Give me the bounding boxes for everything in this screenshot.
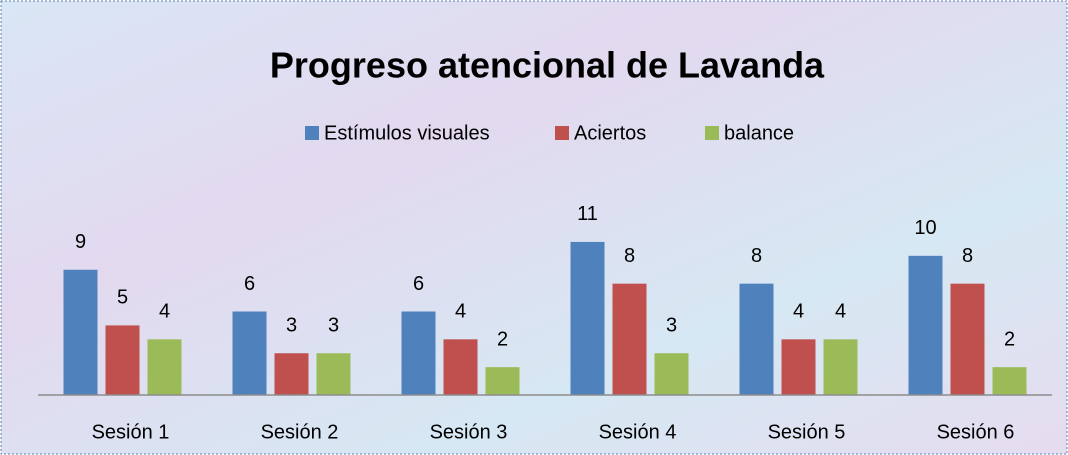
data-label: 4 xyxy=(455,301,466,323)
x-tick-label: Sesión 5 xyxy=(768,421,846,443)
data-label: 6 xyxy=(413,273,424,295)
data-label: 8 xyxy=(962,245,973,267)
data-label: 2 xyxy=(497,328,508,350)
x-tick-label: Sesión 4 xyxy=(599,421,677,443)
data-label: 6 xyxy=(244,273,255,295)
data-label: 4 xyxy=(835,301,846,323)
bar xyxy=(485,367,520,395)
bar xyxy=(823,339,858,395)
bar xyxy=(274,353,309,395)
x-tick-label: Sesión 6 xyxy=(937,421,1015,443)
x-tick-label: Sesión 1 xyxy=(92,421,170,443)
data-label: 4 xyxy=(793,301,804,323)
data-label: 8 xyxy=(751,245,762,267)
legend-swatch xyxy=(705,126,719,140)
bar xyxy=(147,339,182,395)
legend-label: balance xyxy=(724,122,794,144)
bar xyxy=(612,283,647,395)
bar xyxy=(950,283,985,395)
x-tick-label: Sesión 2 xyxy=(261,421,339,443)
data-label: 10 xyxy=(914,217,936,239)
data-label: 8 xyxy=(624,245,635,267)
data-label: 3 xyxy=(328,315,339,337)
bar xyxy=(63,269,98,395)
data-label: 3 xyxy=(666,315,677,337)
data-label: 3 xyxy=(286,315,297,337)
bar xyxy=(739,283,774,395)
data-label: 5 xyxy=(117,287,128,309)
bar xyxy=(316,353,351,395)
chart-title: Progreso atencional de Lavanda xyxy=(270,45,825,86)
data-label: 11 xyxy=(577,203,598,225)
data-label: 9 xyxy=(75,231,86,253)
data-label: 4 xyxy=(159,301,170,323)
bar xyxy=(232,311,267,395)
bar xyxy=(654,353,689,395)
bar xyxy=(105,325,140,395)
bar xyxy=(443,339,478,395)
legend-swatch xyxy=(305,126,319,140)
data-label: 2 xyxy=(1004,328,1015,350)
bar xyxy=(992,367,1027,395)
legend-label: Estímulos visuales xyxy=(324,122,490,144)
legend-swatch xyxy=(555,126,569,140)
bar xyxy=(401,311,436,395)
bar xyxy=(908,255,943,395)
bar xyxy=(781,339,816,395)
x-tick-label: Sesión 3 xyxy=(430,421,508,443)
legend-label: Aciertos xyxy=(574,122,646,144)
bar xyxy=(570,241,605,395)
